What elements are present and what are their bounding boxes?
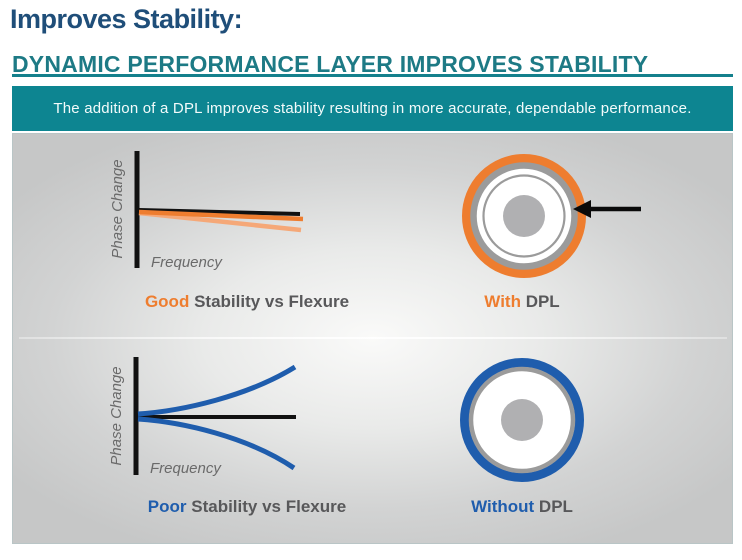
- heading-underline: [12, 74, 733, 77]
- x-axis-label: Frequency: [150, 460, 222, 477]
- x-axis-label: Frequency: [151, 254, 223, 271]
- good-stability-caption-highlight: Good: [144, 292, 190, 311]
- y-axis-label: Phase Change: [109, 159, 126, 258]
- reference-line: [138, 208, 301, 216]
- shield-ring: [468, 366, 576, 474]
- poor-stability-caption: Poor Stability vs Flexure: [127, 497, 367, 517]
- with-dpl-caption-rest: DPL: [520, 292, 560, 311]
- y-axis-label: Phase Change: [108, 366, 125, 465]
- page-title: Improves Stability:: [10, 4, 243, 34]
- good-stability-caption: Good Stability vs Flexure: [127, 292, 367, 312]
- content-panel: Phase Change Frequency Good Stability vs…: [12, 133, 733, 544]
- with-dpl-row: Phase Change Frequency Good Stability vs…: [13, 134, 734, 340]
- with-dpl-caption-highlight: With: [484, 292, 521, 311]
- poor-stability-caption-rest: Stability vs Flexure: [186, 497, 347, 516]
- good-stability-caption-rest: Stability vs Flexure: [189, 292, 350, 311]
- row-divider: [19, 337, 727, 339]
- center-conductor: [503, 195, 545, 237]
- summary-banner: The addition of a DPL improves stability…: [12, 86, 733, 131]
- without-dpl-caption-rest: DPL: [534, 497, 573, 516]
- light-orange-deviation-line: [138, 210, 302, 233]
- lower-divergence-curve: [137, 416, 296, 471]
- inner-shield-ring: [482, 174, 566, 258]
- poor-stability-graphic: Phase Change Frequency: [108, 357, 584, 482]
- upper-divergence-curve: [137, 364, 297, 417]
- without-dpl-caption-highlight: Without: [471, 497, 535, 516]
- section-heading: DYNAMIC PERFORMANCE LAYER IMPROVES STABI…: [12, 51, 649, 77]
- without-dpl-caption: Without DPL: [422, 497, 622, 517]
- good-stability-graphic: Phase Change Frequency: [109, 151, 641, 278]
- dpl-layer-ring: [470, 162, 578, 270]
- with-dpl-caption: With DPL: [422, 292, 622, 312]
- dpl-pointer-arrow-icon: [573, 200, 641, 218]
- poor-stability-caption-highlight: Poor: [147, 497, 187, 516]
- center-conductor: [501, 399, 543, 441]
- orange-deviation-line: [138, 209, 304, 222]
- without-dpl-row: Phase Change Frequency Poor Stability vs…: [13, 339, 734, 545]
